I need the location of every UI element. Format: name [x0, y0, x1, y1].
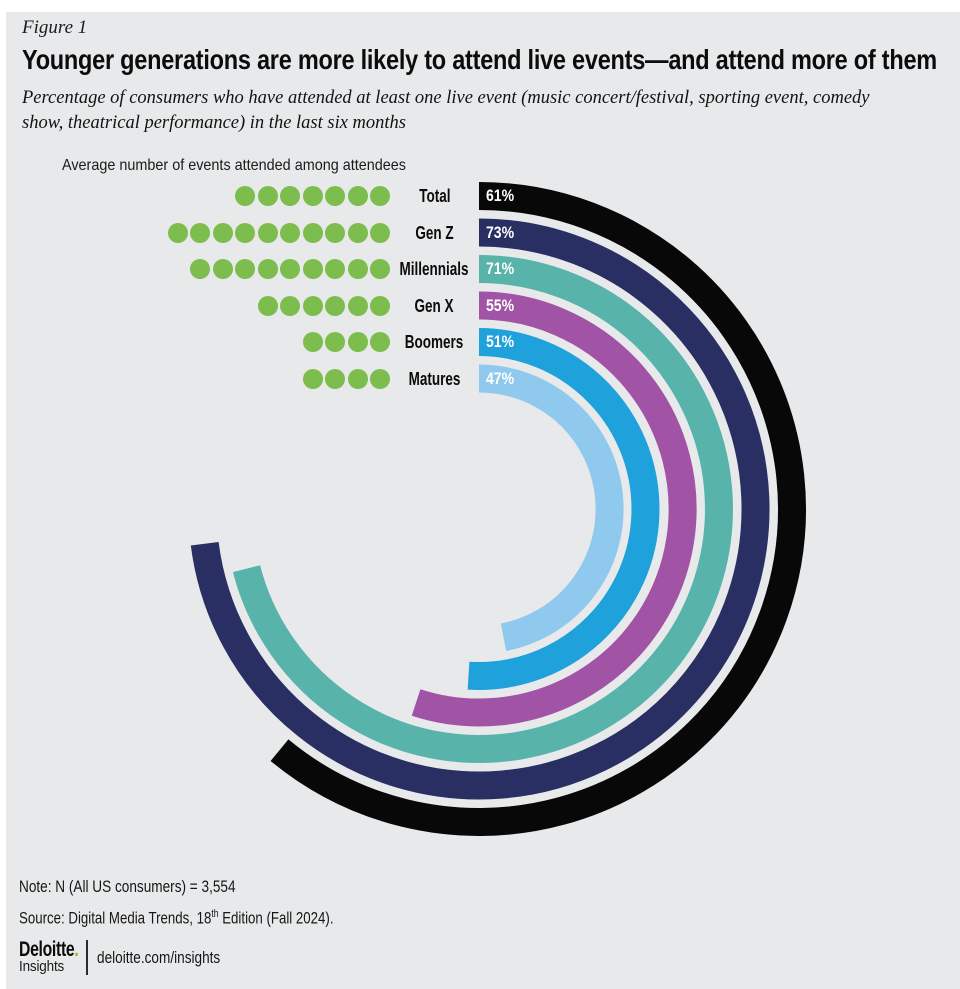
figure-title: Younger generations are more likely to a… [22, 44, 960, 76]
source-text: Source: Digital Media Trends, 18th Editi… [19, 908, 422, 929]
deloitte-logo: Deloitte. [19, 938, 98, 962]
category-label-matures: Matures [377, 368, 492, 390]
value-label-text: 55% [486, 296, 515, 315]
category-label-boomers: Boomers [377, 331, 492, 353]
insights-wordmark: Insights [19, 958, 69, 975]
event-dot-icon [280, 295, 300, 316]
footer-divider [86, 940, 88, 975]
dot-row-total [235, 186, 390, 206]
event-dot-icon [190, 259, 210, 279]
event-dot-icon [212, 259, 233, 279]
source-prefix: Source: Digital Media Trends, 18 [19, 908, 212, 928]
event-dot-icon [370, 295, 390, 316]
event-dot-icon [325, 222, 345, 243]
category-label-text: Boomers [405, 332, 464, 352]
source-text-inner: Source: Digital Media Trends, 18th Editi… [19, 908, 334, 929]
event-dot-icon [347, 186, 368, 206]
event-dot-icon [190, 222, 210, 243]
event-dot-icon [302, 368, 323, 389]
figure-title-text: Younger generations are more likely to a… [22, 44, 937, 75]
site-url-text: deloitte.com/insights [97, 948, 221, 967]
deloitte-logo-text: Deloitte. [19, 938, 79, 962]
event-dot-icon [370, 368, 390, 389]
category-label-gen-x: Gen X [377, 295, 492, 317]
deloitte-wordmark: Deloitte [19, 938, 75, 961]
value-label-millennials: 71% [486, 259, 519, 279]
event-dot-icon [235, 186, 255, 206]
event-dot-icon [212, 222, 233, 243]
category-label-text: Gen X [414, 295, 454, 316]
value-label-matures: 47% [486, 369, 519, 389]
value-label-text: 61% [486, 187, 515, 205]
category-label-text: Gen Z [415, 222, 454, 243]
value-label-gen-x: 55% [486, 296, 519, 316]
site-url: deloitte.com/insights [97, 948, 251, 968]
event-dot-icon [257, 186, 278, 206]
dot-row-gen-z [167, 222, 390, 243]
event-dot-icon [167, 222, 188, 243]
value-label-total: 61% [486, 186, 519, 206]
value-label-text: 47% [486, 369, 515, 388]
note-text: Note: N (All US consumers) = 3,554 [19, 877, 290, 897]
event-dot-icon [347, 295, 368, 316]
figure-label: Figure 1 [22, 17, 88, 38]
event-dot-icon [257, 222, 278, 243]
event-dot-icon [235, 222, 255, 243]
category-label-total: Total [377, 185, 492, 207]
value-label-gen-z: 73% [486, 223, 519, 243]
event-dot-icon [325, 368, 345, 389]
value-label-text: 73% [486, 223, 515, 242]
event-dot-icon [257, 259, 278, 279]
event-dot-icon [370, 259, 390, 279]
figure-subtitle: Percentage of consumers who have attende… [22, 88, 870, 133]
insights-wordmark-text: Insights [19, 958, 65, 975]
category-label-text: Millennials [399, 259, 470, 279]
value-label-boomers: 51% [486, 332, 519, 352]
dot-row-millennials [190, 259, 390, 279]
category-label-gen-z: Gen Z [377, 222, 492, 244]
event-dot-icon [280, 186, 300, 206]
event-dot-icon [302, 222, 323, 243]
event-dot-icon [302, 295, 323, 316]
event-dot-icon [302, 332, 323, 352]
event-dot-icon [347, 332, 368, 352]
event-dot-icon [302, 186, 323, 206]
event-dot-icon [370, 222, 390, 243]
event-dot-icon [370, 332, 390, 352]
dot-row-gen-x [257, 295, 390, 316]
event-dot-icon [347, 259, 368, 279]
event-dot-icon [280, 222, 300, 243]
source-suffix: Edition (Fall 2024). [218, 908, 334, 928]
note-text-inner: Note: N (All US consumers) = 3,554 [19, 877, 236, 896]
event-dot-icon [235, 259, 255, 279]
value-label-text: 51% [486, 333, 515, 351]
event-dot-icon [347, 222, 368, 243]
event-dot-icon [370, 186, 390, 206]
source-superscript: th [211, 908, 219, 920]
event-dot-icon [325, 186, 345, 206]
event-dot-icon [280, 259, 300, 279]
event-dot-icon [257, 295, 278, 316]
event-dot-icon [325, 259, 345, 279]
event-dot-icon [302, 259, 323, 279]
event-dot-icon [325, 295, 345, 316]
category-label-text: Matures [408, 368, 461, 389]
event-dot-icon [347, 368, 368, 389]
dot-legend: Average number of events attended among … [62, 157, 444, 175]
dot-legend-text: Average number of events attended among … [62, 157, 406, 174]
category-label-text: Total [418, 186, 451, 206]
event-dot-icon [325, 332, 345, 352]
category-label-millennials: Millennials [377, 258, 492, 280]
deloitte-green-dot-icon: . [74, 938, 79, 961]
dot-row-matures [302, 368, 390, 389]
value-label-text: 71% [486, 260, 515, 278]
dot-row-boomers [302, 332, 390, 352]
